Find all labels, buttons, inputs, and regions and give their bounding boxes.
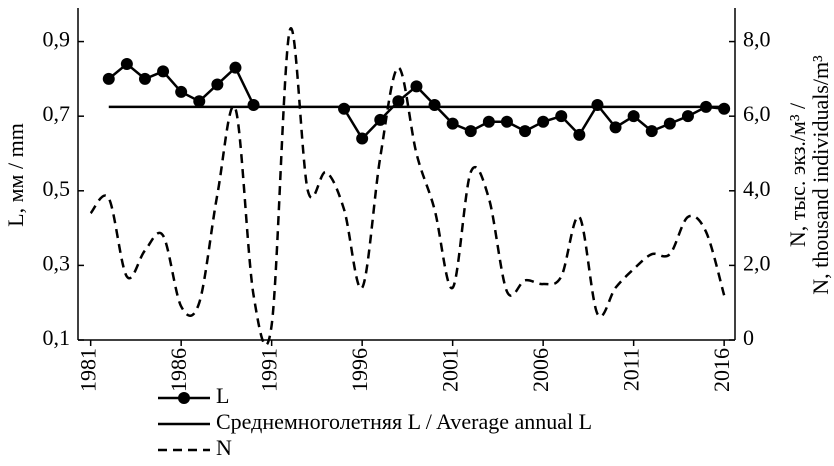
data-point <box>428 98 441 111</box>
y2-tick-label: 6,0 <box>743 101 771 126</box>
data-point <box>211 78 224 91</box>
y-tick-label: 0,7 <box>43 101 71 126</box>
data-point <box>482 115 495 128</box>
y2-tick-label: 2,0 <box>743 250 771 275</box>
data-point <box>681 110 694 123</box>
data-point <box>193 95 206 108</box>
x-tick-label: 1996 <box>347 348 372 392</box>
data-point <box>573 128 586 141</box>
data-point <box>356 132 369 145</box>
data-point <box>229 61 242 74</box>
data-point <box>410 80 423 93</box>
data-point <box>609 121 622 134</box>
data-point <box>645 125 658 138</box>
x-tick-label: 2016 <box>709 348 734 392</box>
data-point <box>247 98 260 111</box>
series-line <box>342 84 725 141</box>
data-point <box>464 125 477 138</box>
legend-label: Среднемноголетняя L / Average annual L <box>216 409 592 434</box>
series-line <box>89 26 726 346</box>
data-point <box>374 113 387 126</box>
y2-axis-label: N, thousand individuals/m³ <box>808 55 833 295</box>
data-point <box>175 85 188 98</box>
data-point <box>700 100 713 113</box>
x-tick-label: 2006 <box>528 348 553 392</box>
legend-label: L <box>216 383 229 408</box>
y2-tick-label: 8,0 <box>743 27 771 52</box>
y-tick-label: 0,9 <box>43 27 71 52</box>
data-point <box>102 72 115 85</box>
data-point <box>555 110 568 123</box>
data-point <box>519 125 532 138</box>
x-tick-label: 1991 <box>257 348 282 392</box>
data-point <box>120 57 133 70</box>
y2-tick-label: 4,0 <box>743 176 771 201</box>
data-point <box>537 115 550 128</box>
data-point <box>627 110 640 123</box>
y2-tick-label: 0 <box>743 325 754 350</box>
data-point <box>338 102 351 115</box>
y-tick-label: 0,5 <box>43 176 71 201</box>
y2-axis-label: N, тыс. экз./м³ / <box>785 102 810 247</box>
legend-marker <box>178 392 190 404</box>
data-point <box>392 95 405 108</box>
x-tick-label: 2011 <box>619 348 644 391</box>
data-point <box>157 65 170 78</box>
data-point <box>591 98 604 111</box>
x-tick-label: 2001 <box>438 348 463 392</box>
x-tick-label: 1981 <box>76 348 101 392</box>
y-tick-label: 0,1 <box>43 325 71 350</box>
x-tick-label: 1986 <box>166 348 191 392</box>
data-point <box>663 117 676 130</box>
data-point <box>718 102 731 115</box>
legend-label: N <box>216 435 232 460</box>
data-point <box>500 115 513 128</box>
data-point <box>138 72 151 85</box>
y-axis-label: L, мм / mm <box>3 123 28 227</box>
y-tick-label: 0,3 <box>43 250 71 275</box>
data-point <box>446 117 459 130</box>
